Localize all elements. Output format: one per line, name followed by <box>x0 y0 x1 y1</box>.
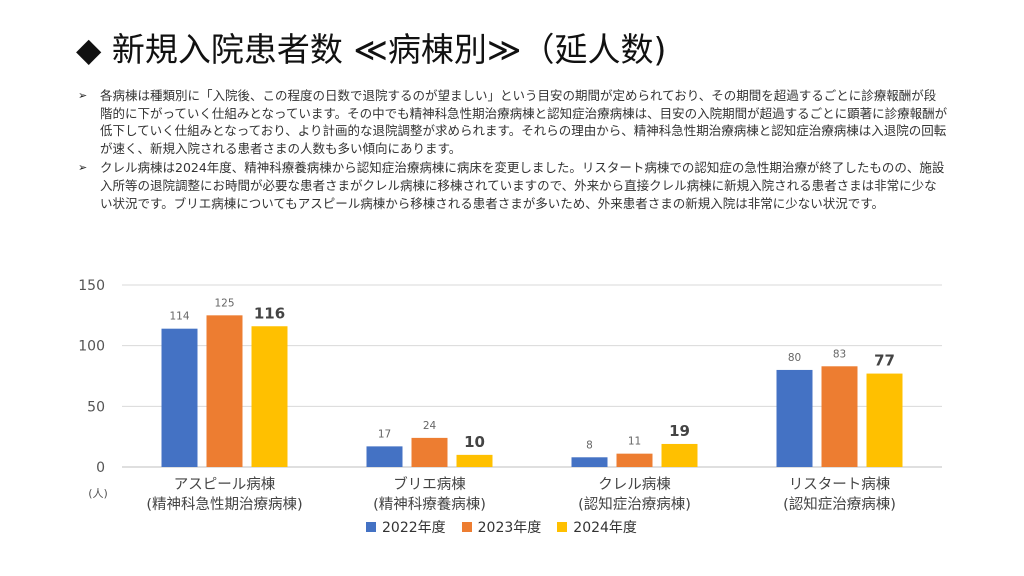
bar <box>866 373 903 467</box>
data-label: 83 <box>833 348 846 360</box>
data-label: 125 <box>214 297 234 309</box>
legend-swatch-2022 <box>366 522 376 532</box>
bar <box>411 437 448 467</box>
arrow-bullet-icon: ➢ <box>78 89 88 102</box>
y-tick-label: 0 <box>96 460 105 476</box>
x-tick-label: (認知症治療病棟) <box>783 496 896 513</box>
y-axis-unit: (人) <box>88 487 108 500</box>
chart-legend: 2022年度 2023年度 2024年度 <box>366 517 637 537</box>
bar <box>776 369 813 467</box>
y-tick-label: 50 <box>87 399 105 415</box>
legend-swatch-2023 <box>461 522 472 532</box>
x-tick-label: クレル病棟 <box>598 476 671 493</box>
bar <box>616 453 653 467</box>
data-label: 8 <box>586 439 593 451</box>
slide-title: ◆ 新規入院患者数 ≪病棟別≫（延人数) <box>76 30 667 69</box>
data-label: 80 <box>788 352 801 364</box>
bar <box>206 315 243 467</box>
bar <box>251 326 288 467</box>
data-label: 10 <box>464 433 485 451</box>
bar <box>661 443 698 467</box>
data-label: 11 <box>628 436 641 448</box>
y-tick-label: 100 <box>78 339 105 355</box>
bullet-item: ➢ クレル病棟は2024年度、精神科療養病棟から認知症治療病棟に病床を変更しまし… <box>78 159 948 212</box>
data-label: 77 <box>874 352 895 370</box>
data-label: 114 <box>169 311 189 323</box>
legend-item: 2023年度 <box>461 517 542 537</box>
data-label: 17 <box>378 428 391 440</box>
x-tick-label: アスピール病棟 <box>174 476 276 493</box>
legend-label: 2022年度 <box>382 520 446 536</box>
legend-swatch-2024 <box>557 522 568 532</box>
legend-item: 2024年度 <box>557 517 637 537</box>
data-label: 24 <box>423 420 437 432</box>
bullet-item: ➢ 各病棟は種類別に「入院後、この程度の日数で退院するのが望ましい」という目安の… <box>78 87 948 157</box>
bullet-text: クレル病棟は2024年度、精神科療養病棟から認知症治療病棟に病床を変更しました。… <box>100 160 945 211</box>
bullet-text: 各病棟は種類別に「入院後、この程度の日数で退院するのが望ましい」という目安の期間… <box>100 88 948 156</box>
legend-label: 2024年度 <box>573 520 637 536</box>
legend-label: 2023年度 <box>477 520 542 536</box>
x-tick-label: リスタート病棟 <box>789 476 891 493</box>
x-tick-label: (精神科急性期治療病棟) <box>146 496 302 513</box>
data-label: 116 <box>254 304 285 322</box>
x-tick-label: (精神科療養病棟) <box>373 495 486 513</box>
bar <box>821 366 858 467</box>
bar <box>161 328 198 467</box>
bar <box>456 454 493 467</box>
y-tick-label: 150 <box>78 278 105 294</box>
bar <box>366 446 403 467</box>
arrow-bullet-icon: ➢ <box>78 161 88 175</box>
bar-chart: 0 50 100 150 (人) 114 125 116 アスピール病棟 (精神科急性期治療病棟)… <box>78 278 942 513</box>
bullet-list: ➢ 各病棟は種類別に「入院後、この程度の日数で退院するのが望ましい」という目安の… <box>78 87 948 214</box>
data-label: 19 <box>669 422 690 440</box>
x-tick-label: (認知症治療病棟) <box>578 496 691 513</box>
bar <box>571 457 608 467</box>
legend-item: 2022年度 <box>366 517 446 537</box>
x-tick-label: ブリエ病棟 <box>393 475 466 493</box>
